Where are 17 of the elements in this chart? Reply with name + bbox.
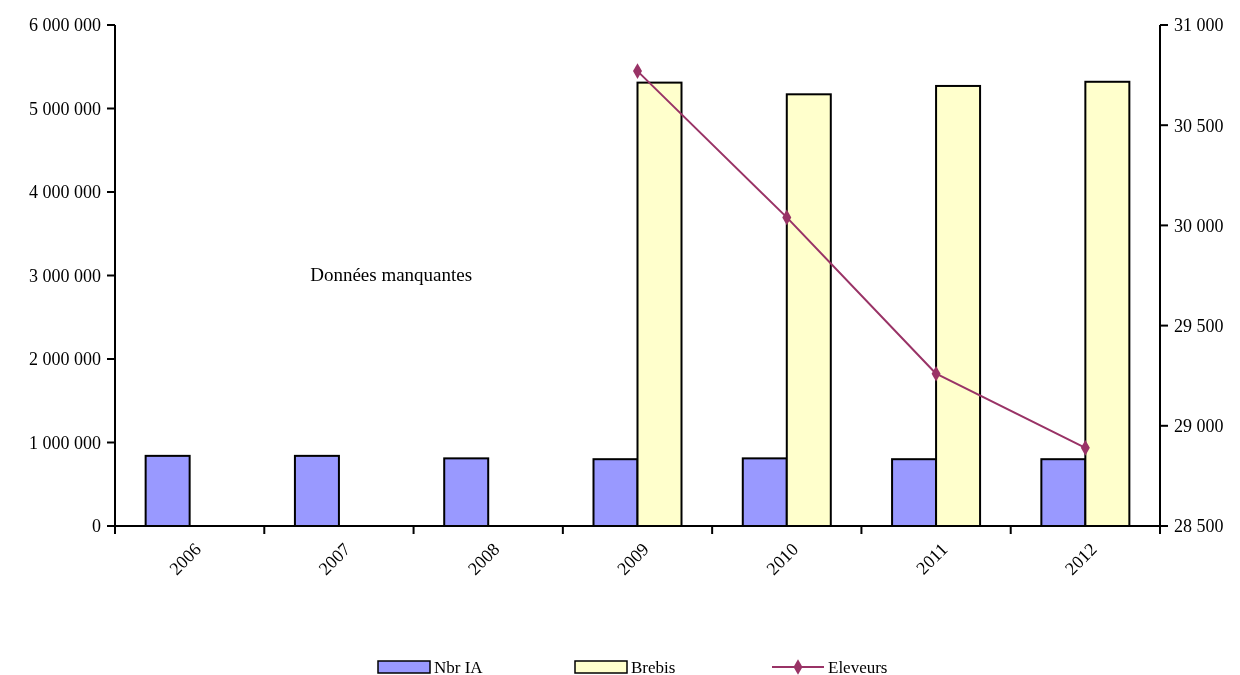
y2-tick-label: 28 500 <box>1174 516 1224 537</box>
legend-label: Nbr IA <box>434 657 484 675</box>
y-tick-label: 5 000 000 <box>29 98 101 119</box>
legend-label: Eleveurs <box>828 657 888 675</box>
y2-tick-label: 29 500 <box>1174 315 1224 336</box>
y-tick-label: 1 000 000 <box>29 432 101 453</box>
y-tick-label: 2 000 000 <box>29 349 101 370</box>
y2-tick-label: 30 500 <box>1174 115 1224 136</box>
annotation: Données manquantes <box>310 263 473 285</box>
y2-tick-label: 29 000 <box>1174 416 1224 437</box>
y-tick-label: 0 <box>92 516 101 537</box>
y-tick-label: 4 000 000 <box>29 182 101 203</box>
y-tick-label: 6 000 000 <box>29 15 101 36</box>
y2-tick-label: 30 000 <box>1174 215 1224 236</box>
y-tick-label: 3 000 000 <box>29 265 101 286</box>
y2-tick-label: 31 000 <box>1174 15 1224 36</box>
legend-label: Brebis <box>631 657 676 675</box>
